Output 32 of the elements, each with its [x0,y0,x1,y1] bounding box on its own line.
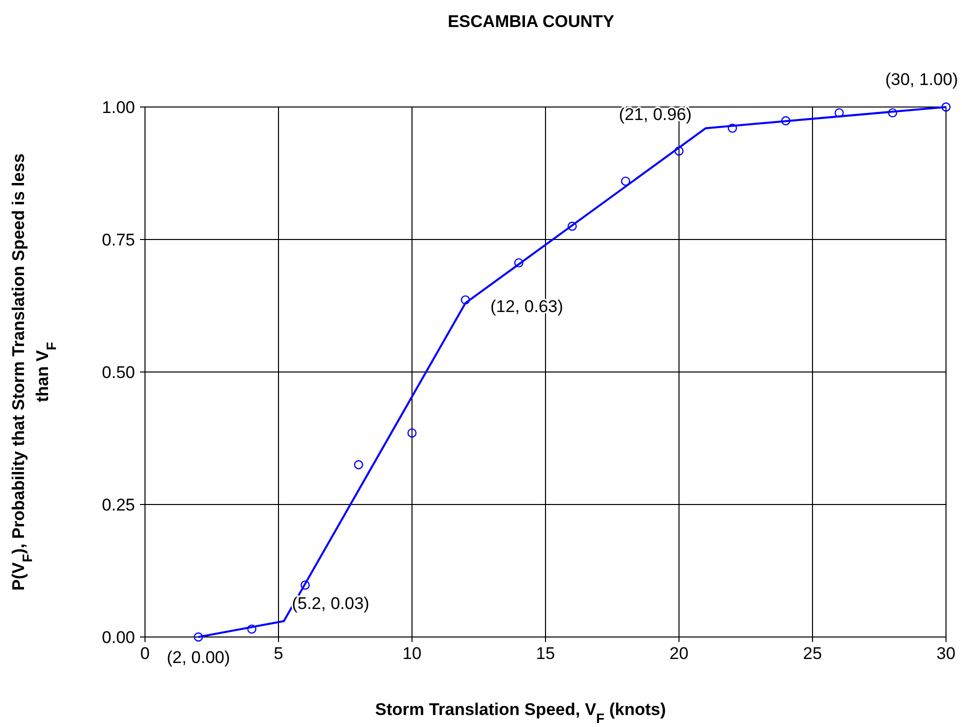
point [674,146,684,156]
x-axis-title: Storm Translation Speed, V$_{F}$ (knots) [375,700,666,726]
y-tick-label: 1.00 [102,98,135,117]
y-tick-label: 0.25 [102,496,135,514]
point [354,460,364,470]
annotation: (5.2, 0.03) [292,594,370,614]
annotation: (2, 0.00) [166,648,230,667]
chart-title: ESCAMBIA COUNTY [448,12,615,31]
y-tick-label: 0.75 [102,230,135,250]
y-tick-label: 0.50 [102,363,135,382]
x-tick-label: 5 [274,644,284,663]
point [247,624,256,634]
point [194,632,203,642]
point [728,124,737,133]
x-tick-label: 20 [670,644,688,663]
point [407,428,417,438]
point [834,108,844,118]
point [460,295,470,305]
x-tick-label: 0 [140,644,150,663]
point [781,116,790,126]
x-tick-label: 30 [936,644,956,663]
y-tick-label: 0.00 [102,628,135,647]
point [888,108,898,118]
point [514,258,524,268]
annotation: (30, 1.00) [885,70,958,89]
x-tick-label: 10 [402,644,422,663]
point [621,176,630,186]
x-tick-label: 15 [536,644,555,663]
point [300,580,310,590]
point [941,102,951,112]
point [568,222,577,231]
x-tick-label: 25 [803,644,822,663]
